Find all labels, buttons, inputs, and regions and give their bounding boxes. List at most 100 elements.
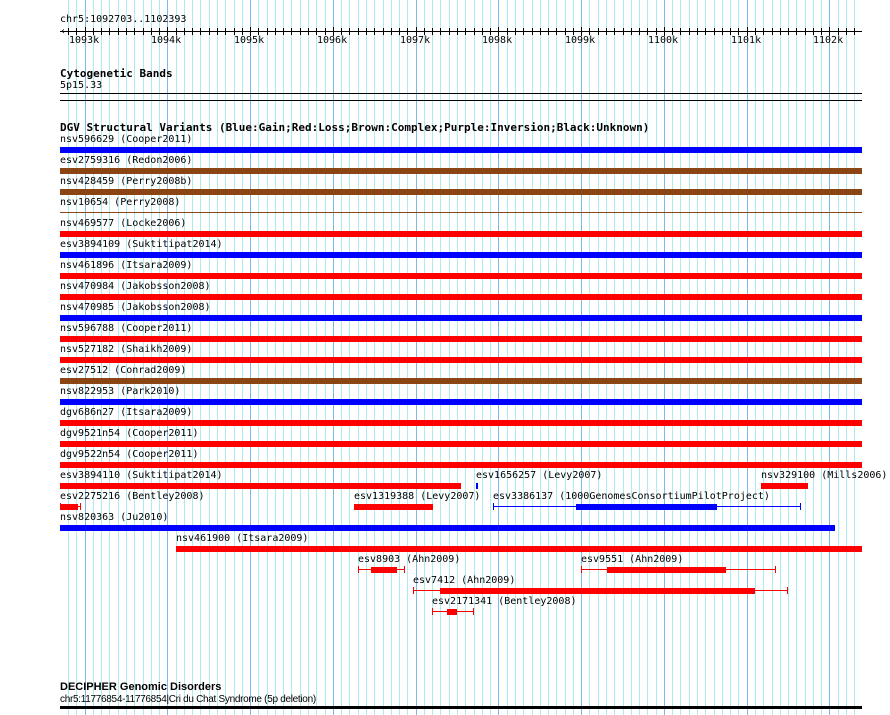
variant-bar[interactable] (60, 273, 862, 279)
variant-bar[interactable] (60, 252, 862, 258)
variant-bar[interactable] (607, 567, 726, 573)
variant-label[interactable]: nsv596788 (Cooper2011) (60, 323, 193, 334)
variant-label[interactable]: dgv686n27 (Itsara2009) (60, 407, 193, 418)
ruler-tick (705, 28, 706, 35)
variant-bar[interactable] (60, 168, 862, 174)
cytoband-bar[interactable] (60, 93, 862, 94)
variant-label[interactable]: esv7412 (Ahn2009) (413, 575, 516, 586)
variant-bar[interactable] (354, 504, 433, 510)
variant-bar[interactable] (60, 294, 862, 300)
variant-bar[interactable] (440, 588, 755, 594)
ruler-tick (581, 27, 582, 36)
ruler-tick (664, 27, 665, 36)
variant-whisker-end (787, 587, 788, 594)
variant-bar[interactable] (576, 504, 717, 510)
variant-bar[interactable] (176, 546, 862, 552)
variant-label[interactable]: esv27512 (Conrad2009) (60, 365, 187, 376)
ruler-tick (407, 28, 408, 35)
variant-bar[interactable] (60, 525, 835, 531)
variant-label[interactable]: nsv822953 (Park2010) (60, 386, 181, 397)
ruler-tick (606, 28, 607, 35)
ruler-tick (85, 27, 86, 36)
ruler-tick (267, 28, 268, 35)
ruler-tick (234, 28, 235, 35)
variant-label[interactable]: esv2759316 (Redon2006) (60, 155, 193, 166)
variant-bar[interactable] (60, 315, 862, 321)
ruler-tick-label: 1102k (813, 35, 844, 46)
dgv-track-title: DGV Structural Variants (Blue:Gain;Red:L… (60, 121, 650, 134)
ruler-tick (523, 28, 524, 35)
ruler-tick (126, 28, 127, 35)
ruler-tick (101, 28, 102, 35)
variant-bar[interactable] (60, 231, 862, 237)
variant-bar[interactable] (60, 336, 862, 342)
variant-bar[interactable] (60, 483, 461, 489)
variant-bar[interactable] (60, 462, 862, 468)
variant-bar[interactable] (60, 441, 862, 447)
variant-bar[interactable] (371, 567, 397, 573)
variant-label[interactable]: nsv470985 (Jakobsson2008) (60, 302, 211, 313)
variant-whisker-start (581, 566, 582, 573)
variant-label[interactable]: nsv329100 (Mills2006) (761, 470, 888, 481)
variant-bar[interactable] (60, 147, 862, 153)
variant-label[interactable]: esv3386137 (1000GenomesConsortiumPilotPr… (493, 491, 770, 502)
variant-label[interactable]: esv1656257 (Levy2007) (476, 470, 603, 481)
variant-label[interactable]: nsv461900 (Itsara2009) (176, 533, 309, 544)
ruler-tick-label: 1097k (400, 35, 431, 46)
variant-label[interactable]: dgv9521n54 (Cooper2011) (60, 428, 199, 439)
ruler-tick (200, 28, 201, 35)
variant-bar[interactable] (60, 357, 862, 363)
variant-label[interactable]: esv3894109 (Suktitipat2014) (60, 239, 223, 250)
decipher-entry-label[interactable]: chr5:11776854-11776854|Cri du Chat Syndr… (60, 694, 316, 705)
variant-label[interactable]: nsv820363 (Ju2010) (60, 512, 169, 523)
cytoband-label[interactable]: 5p15.33 (60, 80, 103, 91)
variant-bar[interactable] (60, 399, 862, 405)
ruler-tick (647, 28, 648, 35)
ruler-tick (118, 28, 119, 35)
variant-label[interactable]: nsv10654 (Perry2008) (60, 197, 181, 208)
variant-label[interactable]: esv8903 (Ahn2009) (358, 554, 461, 565)
variant-label[interactable]: esv1319388 (Levy2007) (354, 491, 481, 502)
ruler-left-arrow-icon[interactable]: ‹ (60, 26, 67, 37)
variant-label[interactable]: esv9551 (Ahn2009) (581, 554, 684, 565)
ruler-axis-line (60, 31, 862, 32)
variant-label[interactable]: nsv527182 (Shaikh2009) (60, 344, 193, 355)
variant-label[interactable]: esv2171341 (Bentley2008) (432, 596, 577, 607)
ruler-tick (614, 28, 615, 35)
ruler-tick (167, 27, 168, 36)
ruler-tick (589, 28, 590, 35)
variant-label[interactable]: nsv470984 (Jakobsson2008) (60, 281, 211, 292)
ruler-tick (788, 28, 789, 35)
ruler-tick (217, 28, 218, 35)
ruler-tick (474, 28, 475, 35)
variant-bar[interactable] (60, 504, 78, 510)
cytoband-track-title: Cytogenetic Bands (60, 67, 173, 80)
variant-label[interactable]: dgv9522n54 (Cooper2011) (60, 449, 199, 460)
variant-label[interactable]: esv2275216 (Bentley2008) (60, 491, 205, 502)
variant-bar[interactable] (761, 483, 808, 489)
variant-label[interactable]: esv3894110 (Suktitipat2014) (60, 470, 223, 481)
ruler-tick (639, 28, 640, 35)
variant-label[interactable]: nsv469577 (Locke2006) (60, 218, 187, 229)
variant-bar[interactable] (476, 483, 478, 489)
variant-whisker-end (404, 566, 405, 573)
ruler-tick (275, 28, 276, 35)
ruler-tick (846, 28, 847, 35)
ruler-tick (143, 28, 144, 35)
variant-label[interactable]: nsv428459 (Perry2008b) (60, 176, 193, 187)
ruler-tick (283, 28, 284, 35)
decipher-bar[interactable] (60, 706, 862, 709)
variant-label[interactable]: nsv596629 (Cooper2011) (60, 134, 193, 145)
ruler-tick (349, 28, 350, 35)
ruler-tick (540, 28, 541, 35)
ruler-tick (242, 28, 243, 35)
variant-whisker-start (493, 503, 494, 510)
variant-bar[interactable] (60, 420, 862, 426)
variant-bar[interactable] (60, 212, 862, 213)
variant-bar[interactable] (60, 378, 862, 384)
variant-bar[interactable] (447, 609, 457, 615)
variant-whisker-end (800, 503, 801, 510)
variant-bar[interactable] (60, 189, 862, 195)
variant-label[interactable]: nsv461896 (Itsara2009) (60, 260, 193, 271)
ruler-tick (440, 28, 441, 35)
